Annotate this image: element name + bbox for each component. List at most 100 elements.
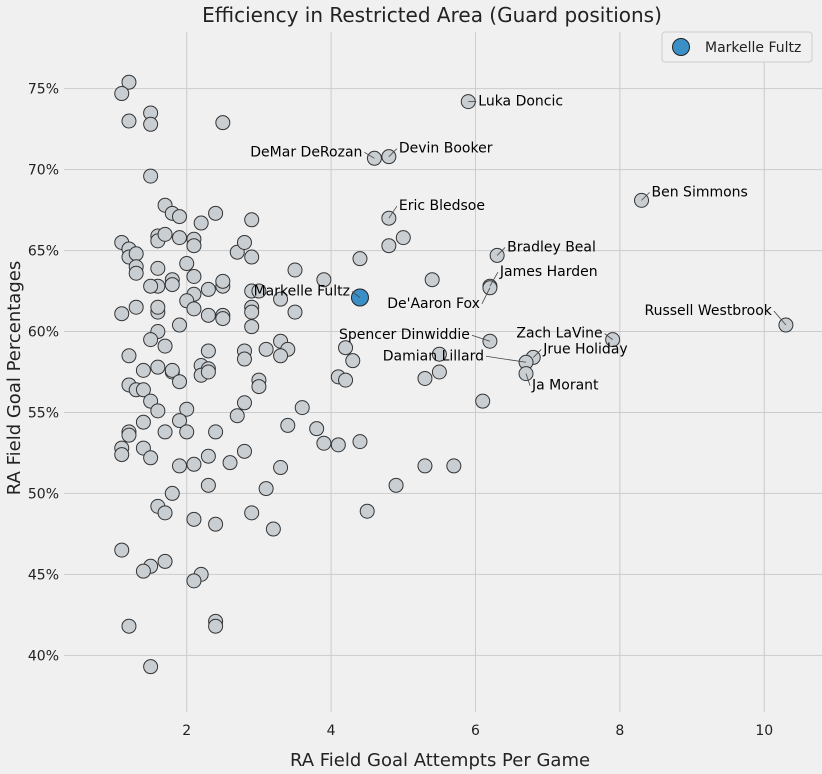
- data-point: [338, 372, 354, 388]
- data-point: [200, 364, 216, 380]
- data-point: [316, 435, 332, 451]
- data-point: [121, 113, 137, 129]
- data-point: [316, 272, 332, 288]
- data-points: [114, 74, 794, 675]
- data-point: [186, 238, 202, 254]
- annotation-connector: [525, 373, 531, 386]
- data-point: [236, 395, 252, 411]
- data-point: [208, 424, 224, 440]
- data-point: [244, 319, 260, 335]
- x-tick-label: 10: [755, 723, 773, 739]
- data-point: [143, 168, 159, 184]
- data-point: [128, 299, 144, 315]
- x-axis-label: RA Field Goal Attempts Per Game: [290, 750, 590, 771]
- annotation-connector: [489, 271, 499, 287]
- annotation-label: Spencer Dinwiddie: [339, 327, 470, 343]
- annotation-connector: [485, 355, 527, 363]
- data-point: [164, 485, 180, 501]
- annotation-connector: [641, 192, 650, 201]
- tick-labels: 2 4 6 8 10 40% 45% 50% 55% 60% 65% 70% 75%: [28, 82, 773, 739]
- data-point: [135, 563, 151, 579]
- data-point: [172, 317, 188, 333]
- data-point: [186, 301, 202, 317]
- annotation-connector: [604, 333, 613, 340]
- annotation-label: Markelle Fultz: [254, 284, 350, 300]
- data-point: [200, 343, 216, 359]
- data-point: [287, 262, 303, 278]
- data-point: [157, 226, 173, 242]
- annotation-connector: [471, 334, 491, 342]
- data-point: [157, 505, 173, 521]
- data-point: [135, 382, 151, 398]
- data-point: [150, 359, 166, 375]
- data-point: [236, 443, 252, 459]
- y-tick-label: 70%: [28, 163, 59, 179]
- data-point: [128, 265, 144, 281]
- annotation-label: Luka Doncic: [478, 94, 563, 110]
- y-tick-label: 45%: [28, 567, 59, 583]
- data-point: [229, 408, 245, 424]
- data-point: [164, 362, 180, 378]
- legend-marker: [672, 38, 690, 56]
- annotation-label: Eric Bledsoe: [399, 198, 485, 214]
- data-point: [172, 374, 188, 390]
- data-point: [236, 234, 252, 250]
- data-point: [273, 460, 289, 476]
- data-point: [186, 456, 202, 472]
- data-point: [244, 505, 260, 521]
- data-point: [121, 348, 137, 364]
- annotation-label: De'Aaron Fox: [387, 296, 480, 312]
- data-point: [200, 307, 216, 323]
- chart-title: Efficiency in Restricted Area (Guard pos…: [202, 3, 662, 27]
- legend-frame: [661, 31, 813, 63]
- annotation-connector: [481, 287, 491, 304]
- data-point: [273, 348, 289, 364]
- annotation-connector: [388, 148, 398, 157]
- data-point: [287, 304, 303, 320]
- data-point: [135, 362, 151, 378]
- data-point: [186, 511, 202, 527]
- legend: Markelle Fultz: [661, 31, 813, 63]
- annotation-connector: [351, 291, 361, 298]
- data-point: [157, 553, 173, 569]
- data-point: [352, 251, 368, 267]
- y-axis-label: RA Field Goal Percentages: [4, 261, 25, 495]
- data-point: [208, 618, 224, 634]
- data-point: [193, 215, 209, 231]
- data-point: [258, 481, 274, 497]
- x-tick-label: 8: [615, 723, 624, 739]
- x-tick-label: 4: [327, 723, 336, 739]
- data-point: [208, 205, 224, 221]
- data-point: [475, 393, 491, 409]
- data-point: [186, 573, 202, 589]
- annotation-label: Ja Morant: [531, 378, 599, 394]
- data-point: [236, 351, 252, 367]
- data-point: [200, 448, 216, 464]
- data-point: [280, 417, 296, 433]
- data-point: [128, 246, 144, 262]
- data-point: [359, 503, 375, 519]
- data-point: [431, 346, 447, 362]
- data-point: [200, 477, 216, 493]
- data-point: [446, 458, 462, 474]
- annotation-label: DeMar DeRozan: [250, 144, 362, 160]
- data-point: [417, 458, 433, 474]
- data-point: [172, 209, 188, 225]
- data-point: [208, 516, 224, 532]
- data-point: [251, 283, 267, 299]
- data-point: [114, 447, 130, 463]
- annotation-label: Damian Lillard: [383, 348, 484, 364]
- data-point: [345, 353, 361, 369]
- data-point: [244, 212, 260, 228]
- annotation-connector: [388, 205, 398, 219]
- annotation-label: Zach LaVine: [516, 326, 602, 342]
- x-tick-label: 6: [471, 723, 480, 739]
- data-point: [172, 458, 188, 474]
- data-point: [172, 230, 188, 246]
- data-point: [215, 311, 231, 327]
- y-tick-label: 50%: [28, 486, 59, 502]
- data-point: [143, 116, 159, 132]
- data-point: [179, 424, 195, 440]
- data-point: [244, 249, 260, 265]
